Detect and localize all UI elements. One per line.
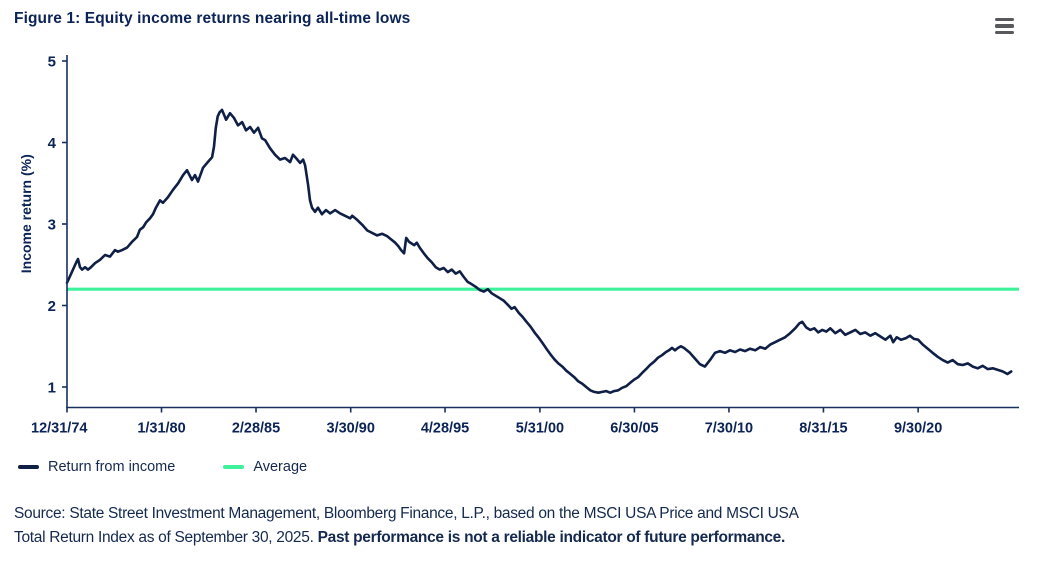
average-line-swatch xyxy=(223,465,245,469)
legend-item-average: Average xyxy=(223,459,307,475)
x-tick-label: 6/30/05 xyxy=(610,421,658,437)
chart-legend: Return from income Average xyxy=(18,459,355,475)
x-tick-label: 2/28/85 xyxy=(232,421,280,437)
x-tick-label: 5/31/00 xyxy=(516,421,564,437)
x-tick-label: 4/28/95 xyxy=(421,421,469,437)
x-tick-label: 12/31/74 xyxy=(31,421,87,437)
y-axis-title: Income return (%) xyxy=(18,154,34,273)
y-tick-label: 1 xyxy=(48,380,56,397)
return-from-income-line xyxy=(65,108,1013,395)
hamburger-menu-icon[interactable] xyxy=(995,18,1014,34)
legend-label: Return from income xyxy=(48,459,176,475)
x-tick-label: 7/30/10 xyxy=(705,421,753,437)
legend-item-return-from-income: Return from income xyxy=(18,459,175,475)
source-note: Source: State Street Investment Manageme… xyxy=(14,502,1019,550)
past-performance-disclaimer: Past performance is not a reliable indic… xyxy=(317,529,786,546)
hamburger-bar xyxy=(995,24,1014,28)
y-tick-label: 4 xyxy=(48,135,57,152)
x-tick-label: 9/30/20 xyxy=(894,421,942,437)
source-line1: Source: State Street Investment Manageme… xyxy=(14,505,799,522)
y-tick-label: 2 xyxy=(48,298,56,315)
hamburger-bar xyxy=(995,18,1014,22)
y-tick-label: 3 xyxy=(48,217,56,234)
legend-label: Average xyxy=(253,459,308,475)
hamburger-bar xyxy=(995,30,1014,34)
y-tick-label: 5 xyxy=(48,54,56,71)
x-tick-label: 8/31/15 xyxy=(799,421,847,437)
x-tick-label: 1/31/80 xyxy=(137,421,185,437)
source-line2: Total Return Index as of September 30, 2… xyxy=(14,529,318,546)
figure-title: Figure 1: Equity income returns nearing … xyxy=(14,10,411,27)
return-from-income-line-swatch xyxy=(18,465,39,469)
x-tick-label: 3/30/90 xyxy=(327,421,375,437)
